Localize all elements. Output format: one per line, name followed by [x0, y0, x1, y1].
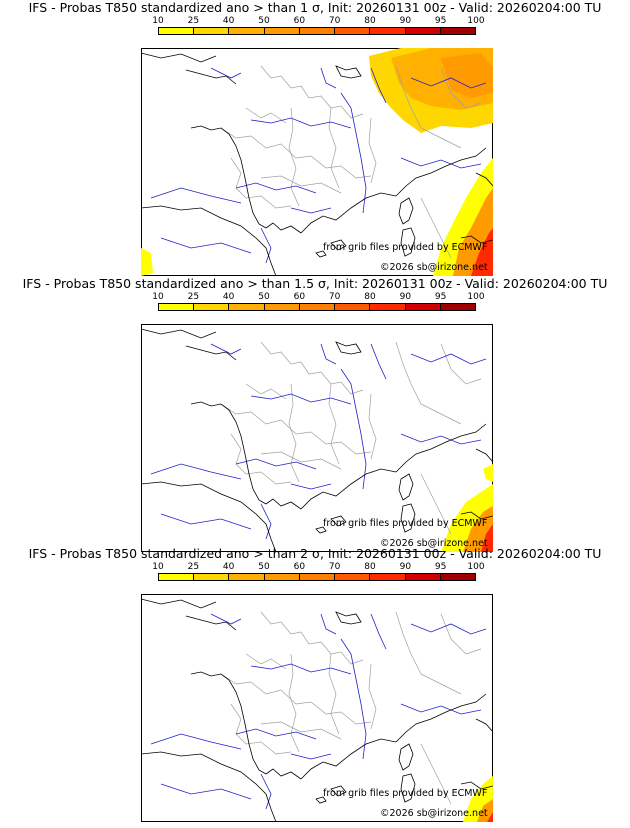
panel-title: IFS - Probas T850 standardized ano > tha…: [22, 276, 608, 291]
colorbar-tick-label: 70: [328, 562, 341, 572]
colorbar-tick-label: 80: [364, 16, 376, 26]
colorbar-tick-label: 90: [399, 16, 412, 26]
rivers: [150, 343, 487, 540]
colorbar-swatch: [405, 304, 441, 310]
colorbar-tick-label: 70: [328, 292, 341, 302]
colorbar-swatches: [158, 27, 476, 35]
attribution-text: from grib files provided by ECMWF: [323, 242, 488, 253]
admin-borders: [220, 341, 482, 535]
colorbar-swatch: [370, 574, 406, 580]
colorbar-swatch: [264, 304, 300, 310]
colorbar-tick-label: 100: [467, 562, 485, 572]
colorbar-swatch: [194, 574, 230, 580]
copyright-text: ©2026 sb@irizone.net: [380, 538, 488, 549]
colorbar-tick-label: 80: [364, 562, 376, 572]
colorbar-swatch: [229, 304, 265, 310]
colorbar-swatches: [158, 303, 476, 311]
colorbar-swatch: [335, 574, 371, 580]
attribution-text: from grib files provided by ECMWF: [323, 788, 488, 799]
colorbar-swatch: [370, 28, 406, 34]
probability-area: [477, 799, 493, 822]
colorbar-tick-label: 40: [222, 562, 235, 572]
colorbar-tick-label: 90: [399, 562, 412, 572]
panel-title: IFS - Probas T850 standardized ano > tha…: [28, 0, 602, 15]
probability-colorbar: 10 25 40 50 60 70 80 90 95 100: [152, 562, 485, 590]
copyright-text: ©2026 sb@irizone.net: [380, 808, 488, 819]
colorbar-swatch: [194, 28, 230, 34]
map-panel-2: IFS - Probas T850 standardized ano > tha…: [0, 276, 630, 552]
colorbar-tick-label: 50: [258, 292, 270, 302]
colorbar-swatch: [440, 304, 475, 310]
colorbar-swatch: [335, 28, 371, 34]
probability-area: [483, 464, 493, 482]
colorbar-swatch: [370, 304, 406, 310]
admin-borders: [220, 65, 482, 259]
coastlines: [141, 598, 493, 822]
colorbar-tick-label: 40: [222, 16, 235, 26]
colorbar-tick-label: 60: [293, 292, 306, 302]
colorbar-swatch: [264, 28, 300, 34]
colorbar-tick-label: 90: [399, 292, 412, 302]
coastlines: [141, 328, 493, 552]
colorbar-tick-label: 95: [434, 562, 447, 572]
colorbar-tick-label: 50: [258, 562, 270, 572]
colorbar-tick-label: 95: [434, 292, 447, 302]
map-panel-3: IFS - Probas T850 standardized ano > tha…: [0, 546, 630, 822]
forecast-map: [141, 594, 493, 822]
probability-area: [471, 228, 493, 276]
colorbar-swatch: [159, 28, 195, 34]
admin-borders: [220, 611, 482, 805]
colorbar-tick-label: 10: [152, 16, 164, 26]
colorbar-swatch: [299, 304, 336, 310]
forecast-map: [141, 324, 493, 552]
attribution-text: from grib files provided by ECMWF: [323, 518, 488, 529]
probability-area: [487, 812, 493, 822]
colorbar-tick-label: 25: [187, 16, 200, 26]
colorbar-swatch: [194, 304, 230, 310]
colorbar-swatch: [405, 28, 441, 34]
copyright-text: ©2026 sb@irizone.net: [380, 262, 488, 273]
colorbar-tick-label: 100: [467, 292, 485, 302]
colorbar-swatch: [159, 304, 195, 310]
coastlines: [141, 52, 493, 276]
colorbar-swatch: [440, 28, 475, 34]
colorbar-labels: 10 25 40 50 60 70 80 90 95 100: [152, 562, 484, 572]
colorbar-labels: 10 25 40 50 60 70 80 90 95 100: [152, 16, 484, 26]
probability-shading: [141, 48, 493, 276]
colorbar-swatch: [229, 28, 265, 34]
colorbar-swatch: [299, 28, 336, 34]
colorbar-tick-label: 25: [187, 292, 200, 302]
colorbar-swatches: [158, 573, 476, 581]
colorbar-tick-label: 100: [467, 16, 485, 26]
colorbar-tick-label: 25: [187, 562, 200, 572]
colorbar-tick-label: 95: [434, 16, 447, 26]
rivers: [150, 613, 487, 810]
colorbar-tick-label: 10: [152, 562, 164, 572]
colorbar-tick-label: 60: [293, 562, 306, 572]
colorbar-swatch: [335, 304, 371, 310]
colorbar-swatch: [440, 574, 475, 580]
probability-area: [141, 248, 153, 276]
probability-area: [481, 524, 493, 552]
colorbar-tick-label: 80: [364, 292, 376, 302]
colorbar-swatch: [405, 574, 441, 580]
map-panel-1: IFS - Probas T850 standardized ano > tha…: [0, 0, 630, 276]
colorbar-tick-label: 10: [152, 292, 164, 302]
colorbar-swatch: [229, 574, 265, 580]
probability-colorbar: 10 25 40 50 60 70 80 90 95 100: [152, 292, 485, 320]
panel-title: IFS - Probas T850 standardized ano > tha…: [28, 546, 602, 561]
colorbar-tick-label: 50: [258, 16, 270, 26]
colorbar-swatch: [299, 574, 336, 580]
colorbar-swatch: [264, 574, 300, 580]
probability-area: [441, 53, 493, 98]
colorbar-tick-label: 60: [293, 16, 306, 26]
colorbar-swatch: [159, 574, 195, 580]
rivers: [150, 67, 487, 264]
colorbar-tick-label: 40: [222, 292, 235, 302]
colorbar-tick-label: 70: [328, 16, 341, 26]
forecast-map: [141, 48, 493, 276]
probability-colorbar: 10 25 40 50 60 70 80 90 95 100: [152, 16, 485, 44]
colorbar-labels: 10 25 40 50 60 70 80 90 95 100: [152, 292, 484, 302]
